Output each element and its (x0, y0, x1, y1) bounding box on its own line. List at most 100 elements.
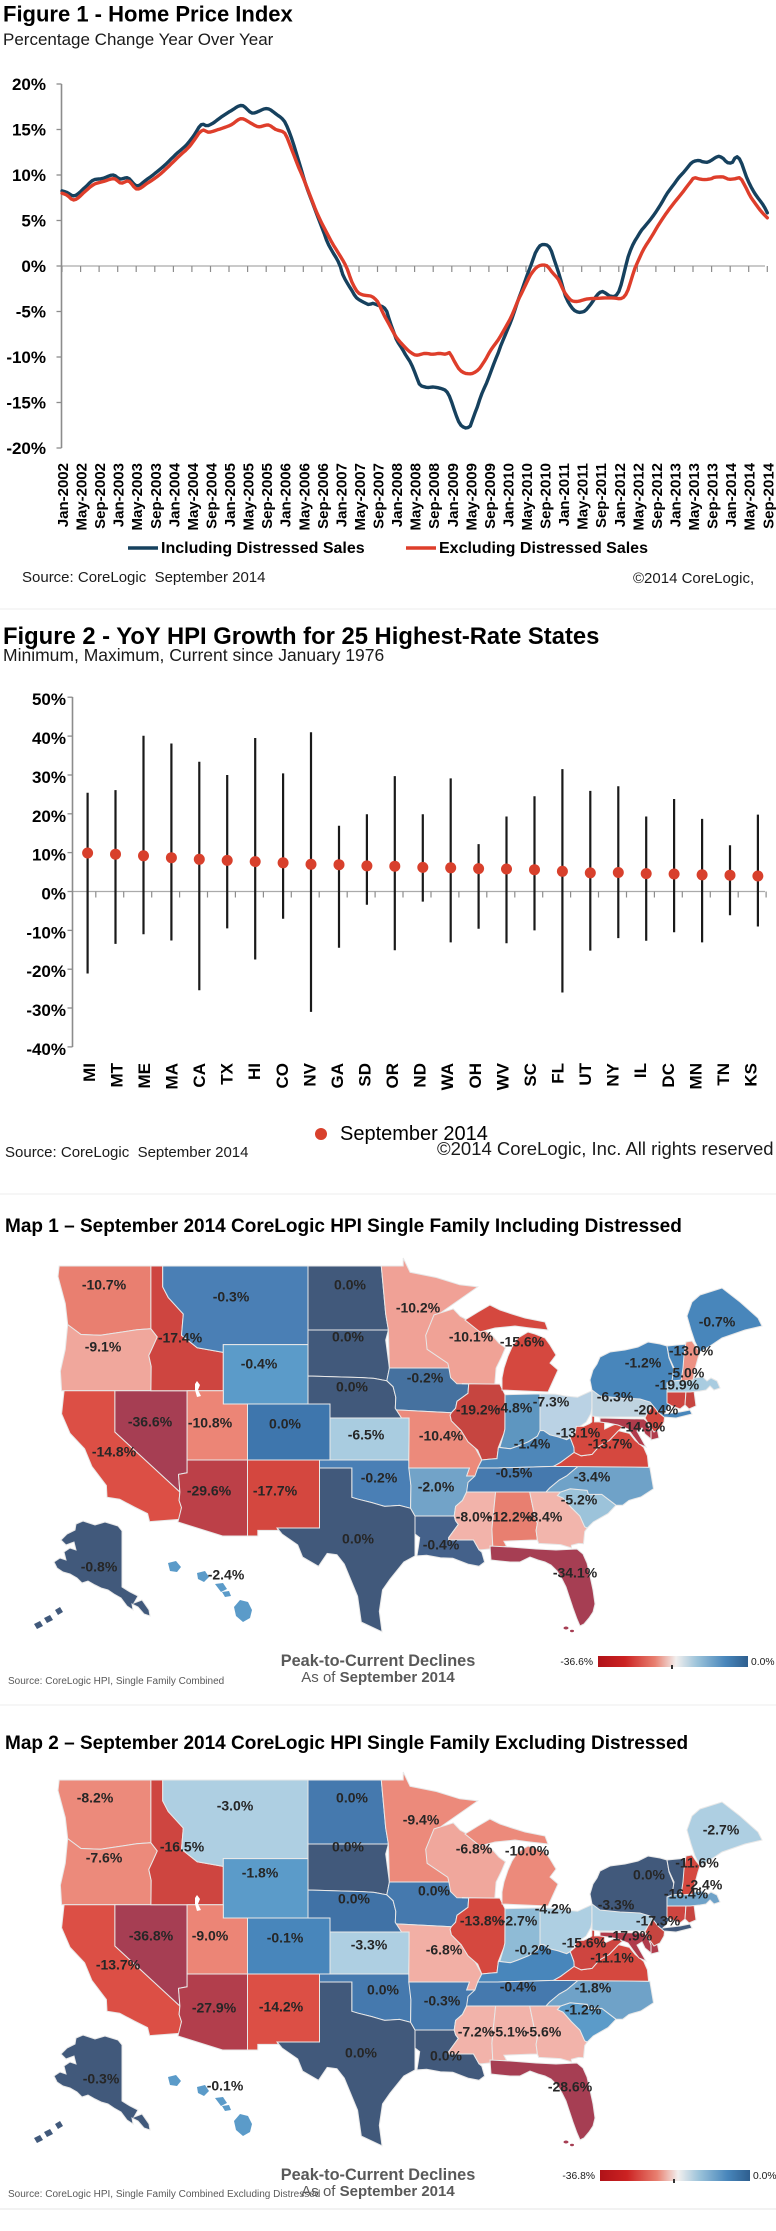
svg-text:-8.4%: -8.4% (526, 1509, 563, 1525)
svg-text:TX: TX (218, 1062, 237, 1084)
svg-text:GA: GA (328, 1063, 347, 1089)
svg-text:-10%: -10% (26, 923, 66, 942)
svg-text:Jan-2003: Jan-2003 (111, 463, 128, 527)
svg-text:-3.4%: -3.4% (574, 1469, 611, 1485)
svg-text:-0.1%: -0.1% (267, 1930, 304, 1946)
svg-text:15%: 15% (12, 121, 46, 140)
svg-text:May-2014: May-2014 (742, 462, 759, 530)
svg-text:May-2006: May-2006 (296, 463, 313, 531)
svg-text:Sep-2010: Sep-2010 (538, 463, 555, 529)
svg-text:-10%: -10% (6, 348, 46, 367)
svg-text:-0.2%: -0.2% (515, 1942, 552, 1958)
svg-text:NV: NV (300, 1062, 319, 1086)
svg-text:Sep-2004: Sep-2004 (204, 462, 221, 529)
svg-text:-15.6%: -15.6% (500, 1334, 545, 1350)
svg-text:IL: IL (631, 1063, 650, 1078)
svg-text:MI: MI (80, 1063, 99, 1082)
svg-text:CO: CO (273, 1063, 292, 1089)
svg-text:-9.1%: -9.1% (85, 1339, 122, 1355)
svg-text:-15%: -15% (6, 394, 46, 413)
svg-text:Sep-2007: Sep-2007 (371, 463, 388, 529)
svg-text:-3.3%: -3.3% (598, 1897, 635, 1913)
svg-text:0.0%: 0.0% (269, 1416, 301, 1432)
svg-text:5%: 5% (21, 212, 46, 231)
svg-text:0.0%: 0.0% (753, 2171, 776, 2182)
svg-text:-3.0%: -3.0% (217, 1798, 254, 1814)
svg-text:Sep-2014: Sep-2014 (760, 462, 776, 529)
svg-text:-12.2%: -12.2% (488, 1509, 533, 1525)
svg-text:-6.8%: -6.8% (456, 1841, 493, 1857)
svg-text:-36.6%: -36.6% (560, 1657, 593, 1668)
svg-text:Figure 2 - YoY HPI Growth for: Figure 2 - YoY HPI Growth for 25 Highest… (3, 623, 599, 650)
svg-text:Sep-2006: Sep-2006 (315, 463, 332, 529)
svg-text:TN: TN (714, 1063, 733, 1086)
svg-text:0.0%: 0.0% (430, 2048, 462, 2064)
svg-text:10%: 10% (32, 846, 66, 865)
svg-text:10%: 10% (12, 166, 46, 185)
svg-text:-2.7%: -2.7% (703, 1822, 740, 1838)
svg-text:Source: CoreLogic HPI, Single: Source: CoreLogic HPI, Single Family Com… (8, 1676, 224, 1687)
svg-text:SD: SD (356, 1063, 375, 1087)
svg-text:0.0%: 0.0% (336, 1379, 368, 1395)
svg-text:-7.6%: -7.6% (86, 1850, 123, 1866)
svg-text:-19.2%: -19.2% (456, 1402, 501, 1418)
svg-text:Jan-2010: Jan-2010 (500, 463, 517, 527)
svg-text:-15.6%: -15.6% (562, 1935, 607, 1951)
svg-text:Sep-2011: Sep-2011 (593, 463, 610, 528)
svg-text:May-2007: May-2007 (352, 463, 369, 531)
svg-text:-6.8%: -6.8% (426, 1942, 463, 1958)
svg-text:Including Distressed Sales: Including Distressed Sales (161, 540, 365, 557)
svg-text:May-2004: May-2004 (185, 462, 202, 530)
svg-text:-17.9%: -17.9% (608, 1928, 653, 1944)
svg-text:May-2010: May-2010 (519, 463, 536, 531)
svg-text:-7.3%: -7.3% (533, 1394, 570, 1410)
svg-text:May-2013: May-2013 (686, 463, 703, 531)
svg-text:CA: CA (190, 1063, 209, 1088)
svg-text:-16.5%: -16.5% (160, 1839, 205, 1855)
svg-text:-11.1%: -11.1% (590, 1950, 634, 1966)
svg-text:-20%: -20% (6, 439, 46, 458)
svg-text:-34.1%: -34.1% (553, 1565, 598, 1581)
svg-text:0%: 0% (21, 257, 46, 276)
svg-text:0.0%: 0.0% (751, 1657, 774, 1668)
svg-text:-28.6%: -28.6% (548, 2079, 593, 2095)
svg-text:-5.6%: -5.6% (525, 2024, 562, 2040)
svg-text:-2.0%: -2.0% (418, 1479, 455, 1495)
svg-text:-1.2%: -1.2% (565, 2002, 602, 2018)
svg-text:Source: CoreLogic September 2: Source: CoreLogic September 2014 (22, 569, 265, 586)
svg-text:-9.4%: -9.4% (403, 1812, 440, 1828)
svg-text:ND: ND (411, 1063, 430, 1088)
svg-text:WV: WV (493, 1062, 512, 1090)
svg-text:May-2011: May-2011 (575, 463, 592, 530)
svg-text:-5.2%: -5.2% (561, 1492, 598, 1508)
svg-text:-5.0%: -5.0% (668, 1365, 705, 1381)
svg-text:-0.3%: -0.3% (83, 2071, 120, 2087)
svg-text:-27.9%: -27.9% (192, 2000, 237, 2016)
svg-text:40%: 40% (32, 729, 66, 748)
svg-text:-0.5%: -0.5% (496, 1465, 533, 1481)
svg-text:-0.7%: -0.7% (699, 1314, 736, 1330)
svg-text:-1.2%: -1.2% (625, 1355, 662, 1371)
svg-text:-40%: -40% (26, 1040, 66, 1059)
svg-text:Sep-2005: Sep-2005 (259, 463, 276, 529)
svg-text:-5.1%: -5.1% (491, 2024, 528, 2040)
svg-text:Jan-2013: Jan-2013 (668, 463, 685, 527)
svg-text:Jan-2005: Jan-2005 (222, 463, 239, 527)
svg-text:-17.4%: -17.4% (158, 1330, 203, 1346)
svg-text:Minimum, Maximum, Current sinc: Minimum, Maximum, Current since January … (3, 645, 384, 665)
svg-text:Jan-2012: Jan-2012 (612, 463, 629, 527)
svg-text:September 2014: September 2014 (340, 1123, 488, 1145)
svg-text:MN: MN (686, 1063, 705, 1089)
svg-text:UT: UT (576, 1062, 595, 1085)
svg-text:-36.6%: -36.6% (128, 1414, 173, 1430)
svg-text:-10.0%: -10.0% (505, 1843, 550, 1859)
svg-text:Jan-2014: Jan-2014 (723, 462, 740, 527)
svg-text:0%: 0% (41, 885, 66, 904)
svg-text:MT: MT (107, 1062, 126, 1087)
svg-text:DC: DC (659, 1063, 678, 1088)
svg-text:Map 1 – September 2014 CoreLog: Map 1 – September 2014 CoreLogic HPI Sin… (5, 1216, 682, 1237)
svg-text:As of September 2014: As of September 2014 (301, 2183, 455, 2200)
svg-text:Jan-2009: Jan-2009 (445, 463, 462, 527)
svg-text:FL: FL (549, 1063, 568, 1084)
svg-text:-19.9%: -19.9% (655, 1377, 700, 1393)
